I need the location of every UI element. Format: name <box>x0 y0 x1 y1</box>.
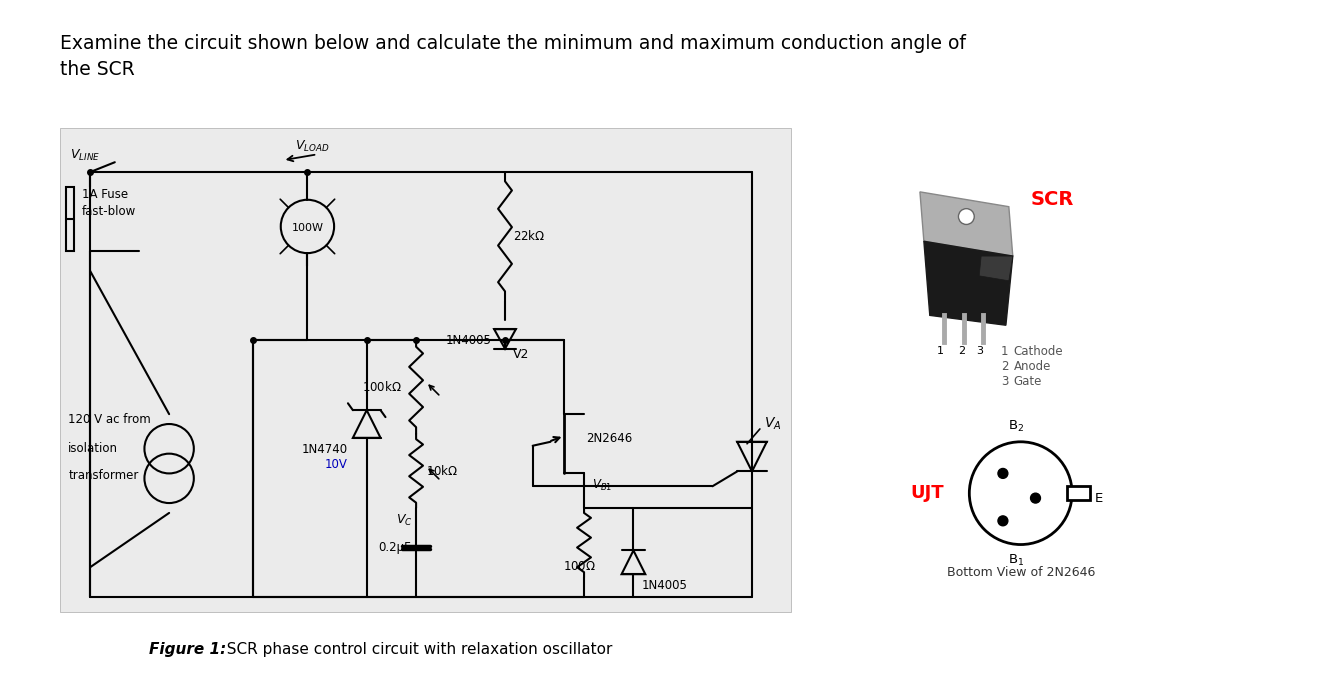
Text: 3: 3 <box>977 346 983 356</box>
Bar <box>67 187 75 251</box>
Text: 1N4740: 1N4740 <box>302 443 348 455</box>
Text: 100k$\Omega$: 100k$\Omega$ <box>361 380 401 394</box>
Text: 2: 2 <box>1001 360 1009 373</box>
Text: 3: 3 <box>1001 375 1009 387</box>
Text: $V_C$: $V_C$ <box>396 513 412 528</box>
Text: B$_2$: B$_2$ <box>1008 419 1024 434</box>
Text: Anode: Anode <box>1014 360 1052 373</box>
Text: 1: 1 <box>937 346 945 356</box>
Text: Gate: Gate <box>1014 375 1042 387</box>
Circle shape <box>1030 493 1041 503</box>
Circle shape <box>998 516 1008 526</box>
Text: transformer: transformer <box>68 469 139 482</box>
Text: 10V: 10V <box>325 458 348 471</box>
Text: $V_{LINE}$: $V_{LINE}$ <box>71 147 100 162</box>
Text: 2N2646: 2N2646 <box>586 432 633 445</box>
Text: 1A Fuse: 1A Fuse <box>82 189 128 202</box>
Text: 10k$\Omega$: 10k$\Omega$ <box>425 464 459 478</box>
Text: Examine the circuit shown below and calculate the minimum and maximum conduction: Examine the circuit shown below and calc… <box>60 34 966 53</box>
Text: 1: 1 <box>1001 345 1009 358</box>
Text: 22k$\Omega$: 22k$\Omega$ <box>512 229 546 244</box>
Text: 100W: 100W <box>292 224 324 233</box>
Text: Figure 1:: Figure 1: <box>150 642 226 657</box>
Text: V2: V2 <box>512 348 530 361</box>
Polygon shape <box>921 192 1013 256</box>
Polygon shape <box>1068 486 1090 500</box>
Text: fast-blow: fast-blow <box>82 205 136 218</box>
Bar <box>60 128 792 612</box>
Text: SCR phase control circuit with relaxation oscillator: SCR phase control circuit with relaxatio… <box>217 642 611 657</box>
Text: 0.2µF: 0.2µF <box>379 541 411 554</box>
Circle shape <box>969 442 1072 544</box>
Text: SCR: SCR <box>1030 191 1074 209</box>
Text: Cathode: Cathode <box>1014 345 1064 358</box>
Text: UJT: UJT <box>910 484 943 502</box>
Circle shape <box>998 469 1008 478</box>
Text: 100$\Omega$: 100$\Omega$ <box>562 560 595 573</box>
Text: 2: 2 <box>958 346 965 356</box>
Text: B$_1$: B$_1$ <box>1008 552 1024 568</box>
Text: $V_A$: $V_A$ <box>764 416 781 432</box>
Text: E: E <box>1094 492 1103 504</box>
Text: $V_{LOAD}$: $V_{LOAD}$ <box>296 139 329 154</box>
Text: isolation: isolation <box>68 442 118 455</box>
Polygon shape <box>979 256 1013 281</box>
Text: $V_{B1}$: $V_{B1}$ <box>591 478 611 493</box>
Circle shape <box>958 208 974 224</box>
Text: 120 V ac from: 120 V ac from <box>68 413 151 426</box>
Text: the SCR: the SCR <box>60 61 135 80</box>
Text: 1N4005: 1N4005 <box>641 579 688 592</box>
Text: Bottom View of 2N2646: Bottom View of 2N2646 <box>946 566 1094 579</box>
Polygon shape <box>923 241 1013 325</box>
Text: 1N4005: 1N4005 <box>446 334 491 347</box>
